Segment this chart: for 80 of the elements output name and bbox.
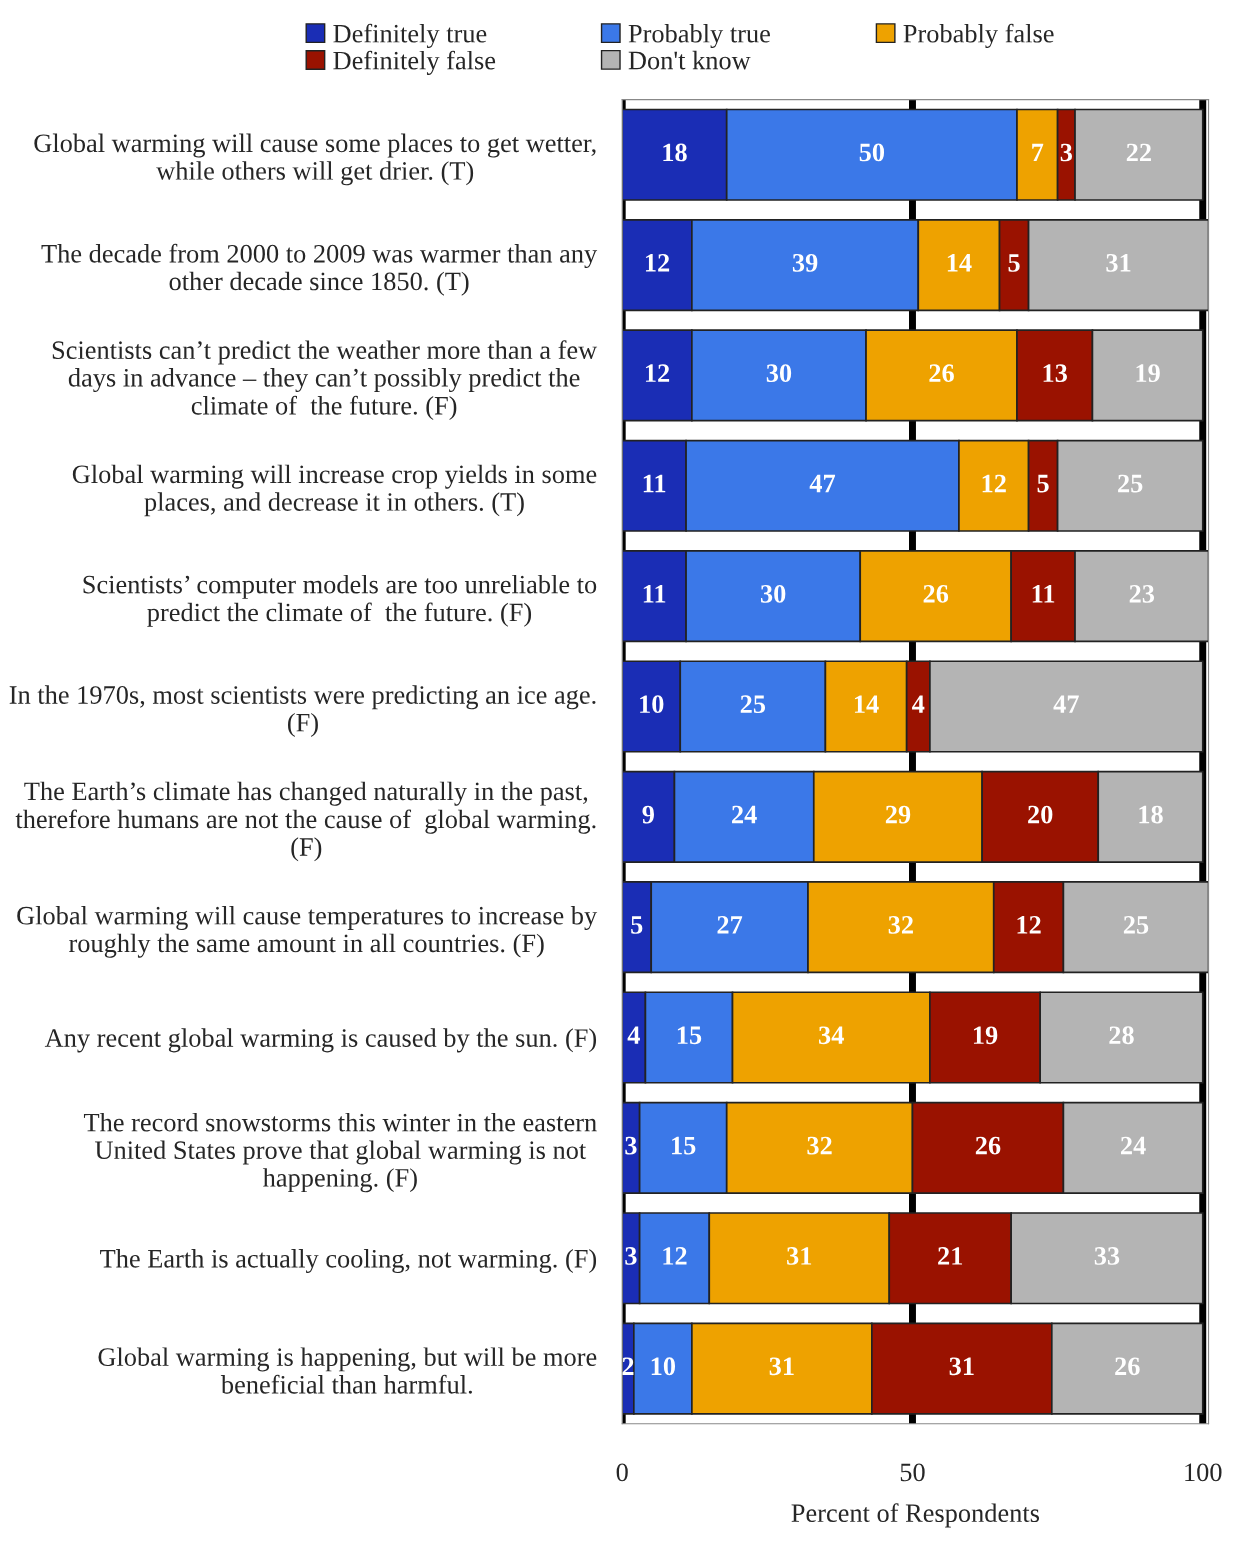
data-label: 31 — [769, 1357, 794, 1376]
x-tick-label: 100 — [1185, 1463, 1222, 1482]
data-label: 12 — [645, 253, 670, 272]
y-tick-label: The record snowstorms this winter in the eastern United States prove that global warming is not happening. (F) — [83, 1112, 597, 1193]
data-label: 39 — [792, 253, 818, 272]
data-label: 22 — [1126, 143, 1151, 162]
data-label: 14 — [947, 254, 972, 272]
data-label: 32 — [888, 916, 913, 934]
data-label: 24 — [732, 805, 757, 824]
data-label: 26 — [929, 364, 954, 383]
data-label: 10 — [651, 1357, 676, 1376]
y-tick-label: The Earth is actually cooling, not warming. (F) — [100, 1249, 597, 1274]
data-label: 19 — [1136, 364, 1160, 383]
data-label: 27 — [717, 916, 743, 934]
y-tick-label: Global warming is happening, but will be more beneficial than harmful. — [98, 1347, 597, 1394]
data-label: 15 — [672, 1136, 696, 1155]
x-tick-label: 0 — [616, 1463, 628, 1482]
y-tick-label: In the 1970s, most scientists were predicting an ice age. (F) — [9, 685, 596, 737]
y-tick-label: Global warming will increase crop yields in some places, and decrease it in others. (T) — [72, 464, 597, 517]
data-label: 47 — [809, 474, 836, 493]
data-label: 12 — [982, 474, 1006, 493]
data-label: 3 — [625, 1136, 637, 1155]
data-label: 28 — [1109, 1026, 1134, 1045]
y-tick-label: Scientists can’t predict the weather more than a few days in advance – they can’t possibly predict the climate of the future. (F) — [52, 340, 598, 421]
data-label: 21 — [938, 1247, 963, 1265]
data-label: 20 — [1028, 805, 1053, 824]
data-label: 33 — [1094, 1247, 1120, 1265]
data-label: 12 — [663, 1247, 687, 1265]
data-label: 30 — [766, 364, 792, 383]
data-label: 18 — [663, 143, 687, 162]
legend-label: Probably true — [628, 24, 770, 49]
data-label: 11 — [643, 474, 666, 493]
data-label: 12 — [1017, 916, 1041, 934]
data-label: 4 — [627, 1026, 640, 1044]
y-tick-label: Any recent global warming is caused by the sun. (F) — [44, 1028, 597, 1053]
data-label: 13 — [1043, 364, 1067, 383]
data-label: 25 — [740, 695, 766, 714]
data-label: 24 — [1120, 1136, 1146, 1155]
data-label: 3 — [625, 1247, 637, 1265]
data-label: 31 — [787, 1247, 812, 1265]
data-label: 11 — [1032, 585, 1055, 603]
data-label: 30 — [760, 584, 786, 603]
legend-label: Definitely false — [333, 50, 496, 75]
data-label: 26 — [1115, 1357, 1140, 1376]
data-label: 32 — [807, 1136, 832, 1155]
y-tick-label: Global warming will cause temperatures to increase by roughly the same amount in all countries. (F) — [17, 906, 598, 958]
y-tick-label: Global warming will cause some places to get wetter, while others will get drier. (T) — [34, 133, 596, 186]
data-label: 31 — [949, 1357, 974, 1376]
data-label: 19 — [973, 1026, 998, 1045]
data-label: 29 — [885, 805, 911, 824]
data-label: 11 — [643, 585, 666, 603]
data-label: 5 — [631, 916, 643, 934]
y-tick-label: The decade from 2000 to 2009 was warmer than any other decade since 1850. (T) — [41, 243, 598, 296]
data-label: 18 — [1139, 805, 1163, 824]
legend-label: Don't know — [628, 50, 751, 70]
data-label: 47 — [1053, 695, 1079, 713]
data-label: 3 — [1060, 143, 1073, 162]
data-label: 15 — [677, 1026, 702, 1045]
data-label: 23 — [1129, 585, 1155, 603]
legend-label: Probably false — [903, 23, 1054, 49]
x-tick-label: 50 — [900, 1463, 925, 1482]
data-label: 14 — [854, 695, 879, 713]
data-label: 7 — [1032, 143, 1044, 162]
data-label: 5 — [1008, 254, 1020, 272]
data-label: 26 — [923, 585, 949, 603]
data-label: 10 — [640, 695, 664, 714]
data-label: 4 — [912, 695, 925, 713]
legend-label: Definitely true — [333, 23, 487, 49]
data-label: 9 — [642, 805, 654, 824]
data-label: 50 — [859, 143, 885, 162]
data-label: 5 — [1037, 474, 1049, 493]
x-axis-title: Percent of Respondents — [791, 1503, 1040, 1528]
data-label: 34 — [819, 1026, 844, 1045]
data-label: 12 — [645, 364, 670, 382]
y-tick-label: Scientists’ computer models are too unreliable to predict the climate of the future. (F) — [83, 574, 597, 627]
y-tick-label: The Earth’s climate has changed naturally in the past, therefore humans are not the cause of global warming. (F) — [15, 781, 596, 862]
data-label: 26 — [975, 1136, 1001, 1155]
data-label: 25 — [1118, 474, 1143, 493]
data-label: 25 — [1123, 916, 1149, 934]
data-label: 31 — [1106, 253, 1131, 272]
